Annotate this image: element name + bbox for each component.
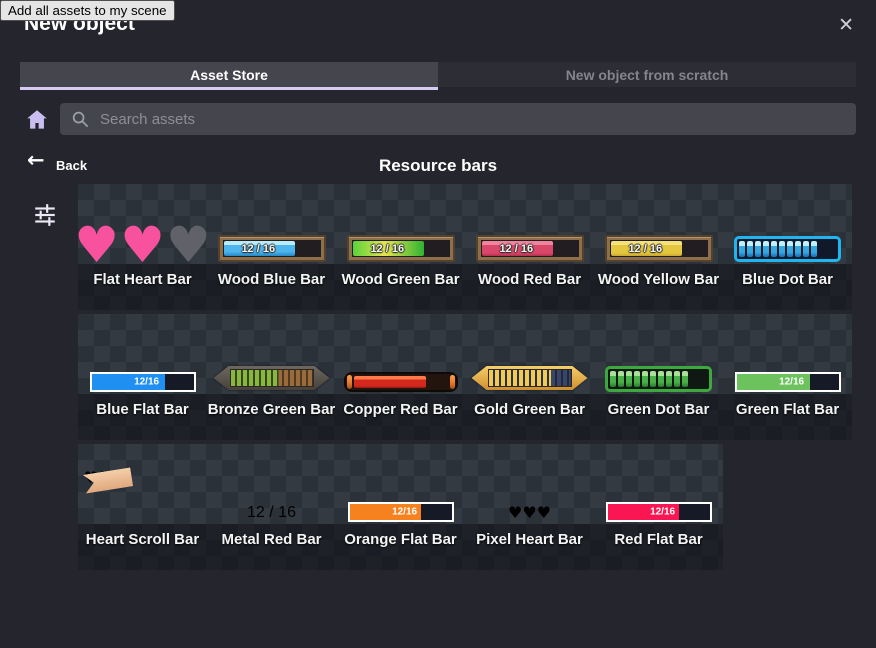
close-icon[interactable]: ✕ [838,14,854,36]
asset-label: Metal Red Bar [207,524,336,570]
asset-card-pixel-heart-bar[interactable]: ♥♥♥ Pixel Heart Bar [465,444,594,570]
asset-preview: 12 / 16 [207,444,336,524]
asset-label: Wood Green Bar [336,264,465,310]
asset-preview: 12/16 [723,314,852,394]
blue-flat-bar-graphic: 12/16 [89,372,196,392]
asset-card-green-dot-bar[interactable]: Green Dot Bar [594,314,723,440]
asset-card-copper-red-bar[interactable]: Copper Red Bar [336,314,465,440]
back-arrow-icon[interactable]: ← [27,148,45,172]
wood-blue-bar-graphic: 12 / 16 [217,235,326,262]
tab-bar: Asset Store New object from scratch [20,62,856,87]
filter-icon [32,204,58,231]
asset-label: Wood Blue Bar [207,264,336,310]
bar-value: 12 / 16 [499,242,534,255]
asset-preview: ♥♥♥ [465,444,594,524]
asset-label: Red Flat Bar [594,524,723,570]
asset-preview: 12 / 16 [207,184,336,264]
bar-value: 12/16 [134,376,160,388]
asset-preview: 12/16 [336,444,465,524]
asset-preview [207,314,336,394]
bar-value: 12 / 16 [628,242,663,255]
asset-card-wood-yellow-bar[interactable]: 12 / 16 Wood Yellow Bar [594,184,723,310]
asset-label: Wood Red Bar [465,264,594,310]
asset-card-heart-scroll-bar[interactable]: ♥♥♥ Heart Scroll Bar [78,444,207,570]
bar-value: 12 / 16 [370,242,405,255]
asset-label: Bronze Green Bar [207,394,336,440]
asset-label: Blue Dot Bar [723,264,852,310]
asset-label: Heart Scroll Bar [78,524,207,570]
asset-card-red-flat-bar[interactable]: 12/16 Red Flat Bar [594,444,723,570]
asset-card-green-flat-bar[interactable]: 12/16 Green Flat Bar [723,314,852,440]
green-dot-bar-graphic [605,366,712,392]
bar-value: 12 / 16 [247,504,296,521]
asset-card-gold-green-bar[interactable]: Gold Green Bar [465,314,594,440]
asset-preview: 12 / 16 [594,184,723,264]
asset-card-orange-flat-bar[interactable]: 12/16 Orange Flat Bar [336,444,465,570]
asset-preview: ♥♥♥ [74,184,210,270]
gold-green-bar-graphic [471,364,588,392]
asset-card-wood-blue-bar[interactable]: 12 / 16 Wood Blue Bar [207,184,336,310]
asset-card-bronze-green-bar[interactable]: Bronze Green Bar [207,314,336,440]
asset-card-flat-heart-bar[interactable]: ♥ ♥ ♥ Flat Heart Bar [74,184,211,310]
asset-row: 12/16 Blue Flat Bar Bronze Green Bar Cop… [78,314,852,440]
asset-preview: 12/16 [78,314,207,394]
home-icon [24,110,50,136]
wood-red-bar-graphic: 12 / 16 [475,235,584,262]
add-all-assets-button[interactable]: Add all assets to my scene [0,0,175,21]
tab-asset-store[interactable]: Asset Store [20,62,438,87]
asset-card-wood-red-bar[interactable]: 12 / 16 Wood Red Bar [465,184,594,310]
asset-preview: 12 / 16 [336,184,465,264]
heart-scroll-bar-graphic: ♥♥♥ [84,468,202,522]
flat-heart-bar-graphic: ♥ ♥ ♥ [74,216,211,274]
asset-preview: 12/16 [594,444,723,524]
asset-label: Gold Green Bar [465,394,594,440]
asset-label: Pixel Heart Bar [465,524,594,570]
asset-label: Flat Heart Bar [78,264,207,310]
asset-preview [465,314,594,394]
back-button[interactable]: Back [56,158,88,173]
bar-value: 12/16 [779,376,805,388]
asset-label: Green Flat Bar [723,394,852,440]
asset-label: Green Dot Bar [594,394,723,440]
asset-card-blue-dot-bar[interactable]: Blue Dot Bar [723,184,852,310]
bronze-green-bar-graphic [213,364,330,392]
asset-label: Copper Red Bar [336,394,465,440]
asset-preview [336,314,465,394]
asset-card-metal-red-bar[interactable]: 12 / 16 Metal Red Bar [207,444,336,570]
asset-card-wood-green-bar[interactable]: 12 / 16 Wood Green Bar [336,184,465,310]
wood-green-bar-graphic: 12 / 16 [346,235,455,262]
asset-label: Orange Flat Bar [336,524,465,570]
filter-button[interactable] [31,202,59,230]
tab-new-object-from-scratch[interactable]: New object from scratch [438,62,856,87]
orange-flat-bar-graphic: 12/16 [347,502,454,522]
asset-preview [594,314,723,394]
wood-yellow-bar-graphic: 12 / 16 [604,235,713,262]
asset-label: Blue Flat Bar [78,394,207,440]
asset-preview [723,184,852,264]
bar-value: 12/16 [650,506,676,518]
asset-preview: 12 / 16 [465,184,594,264]
asset-row: ♥♥♥ Heart Scroll Bar 12 / 16 Metal Red B… [78,444,723,570]
blue-dot-bar-graphic [734,236,841,262]
asset-row: ♥ ♥ ♥ Flat Heart Bar 12 / 16 Wood Blue Bar… [74,184,852,310]
asset-preview: ♥♥♥ [78,444,207,524]
asset-card-blue-flat-bar[interactable]: 12/16 Blue Flat Bar [78,314,207,440]
home-button[interactable] [24,107,50,133]
green-flat-bar-graphic: 12/16 [734,372,841,392]
search-input[interactable] [60,103,856,135]
copper-red-bar-graphic [343,372,458,392]
bar-value: 12 / 16 [241,242,276,255]
category-heading: Resource bars [378,156,498,175]
metal-red-bar-graphic: 12 / 16 [247,504,296,522]
asset-label: Wood Yellow Bar [594,264,723,310]
pixel-heart-bar-graphic: ♥♥♥ [507,503,552,522]
bar-value: 12/16 [392,506,418,518]
red-flat-bar-graphic: 12/16 [605,502,712,522]
